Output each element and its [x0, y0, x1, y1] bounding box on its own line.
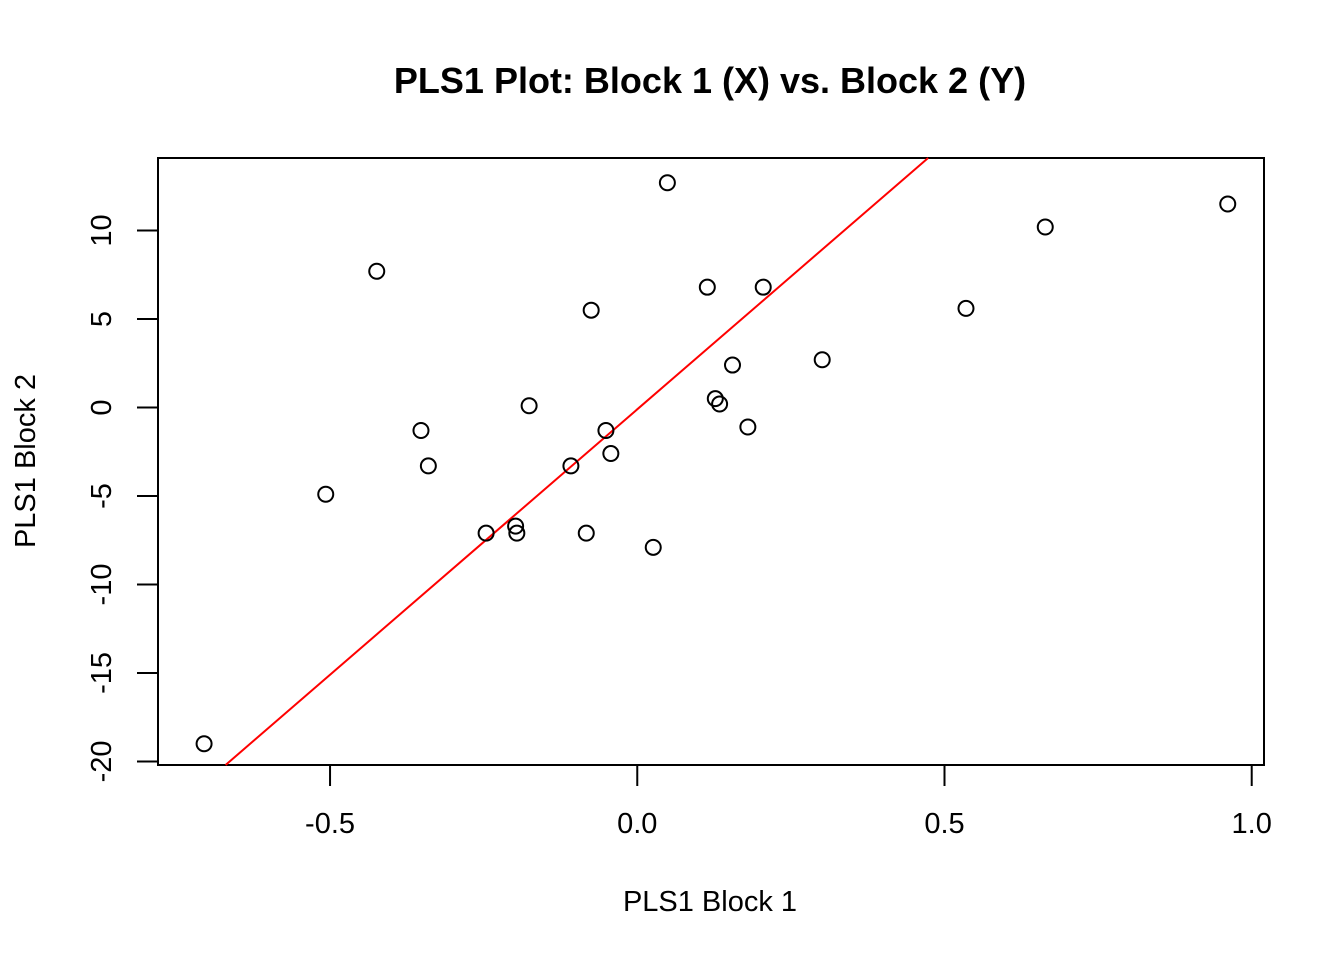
data-point	[508, 524, 526, 542]
data-point	[1036, 218, 1054, 236]
data-point	[507, 517, 525, 535]
data-point	[739, 418, 757, 436]
data-point	[368, 262, 386, 280]
data-point	[419, 457, 437, 475]
x-tick-label: 1.0	[1232, 808, 1272, 840]
data-point	[957, 299, 975, 317]
x-tick-label: -0.5	[305, 808, 355, 840]
y-tick-label: -5	[86, 483, 118, 509]
data-point	[412, 422, 430, 440]
data-point	[195, 735, 213, 753]
data-point	[711, 395, 729, 413]
chart-title: PLS1 Plot: Block 1 (X) vs. Block 2 (Y)	[394, 60, 1026, 101]
y-tick-label: 10	[86, 214, 118, 246]
data-point	[577, 524, 595, 542]
data-point	[706, 390, 724, 408]
x-axis-label: PLS1 Block 1	[623, 886, 797, 918]
plot-frame	[157, 157, 1265, 766]
x-tick-label: 0.0	[617, 808, 657, 840]
data-point	[562, 457, 580, 475]
data-point	[658, 174, 676, 192]
data-point	[520, 397, 538, 415]
data-point	[597, 422, 615, 440]
y-tick-label: -10	[86, 564, 118, 606]
y-axis-label: PLS1 Block 2	[10, 374, 42, 548]
data-point	[477, 524, 495, 542]
y-tick-label: -20	[86, 740, 118, 782]
x-tick-label: 0.5	[924, 808, 964, 840]
data-point	[813, 351, 831, 369]
data-point	[582, 301, 600, 319]
y-tick-label: 5	[86, 311, 118, 327]
y-tick-label: -15	[86, 652, 118, 694]
y-axis: -20 -15 -10 -5 0 5 10	[86, 214, 159, 782]
data-point	[724, 356, 742, 374]
data-point	[754, 278, 772, 296]
data-point	[644, 538, 662, 556]
data-point	[602, 445, 620, 463]
x-axis: -0.5 0.0 0.5 1.0	[305, 764, 1272, 840]
data-points-layer	[195, 174, 1237, 753]
data-point	[317, 485, 335, 503]
data-point	[1219, 195, 1237, 213]
data-point	[698, 278, 716, 296]
y-tick-label: 0	[86, 399, 118, 415]
